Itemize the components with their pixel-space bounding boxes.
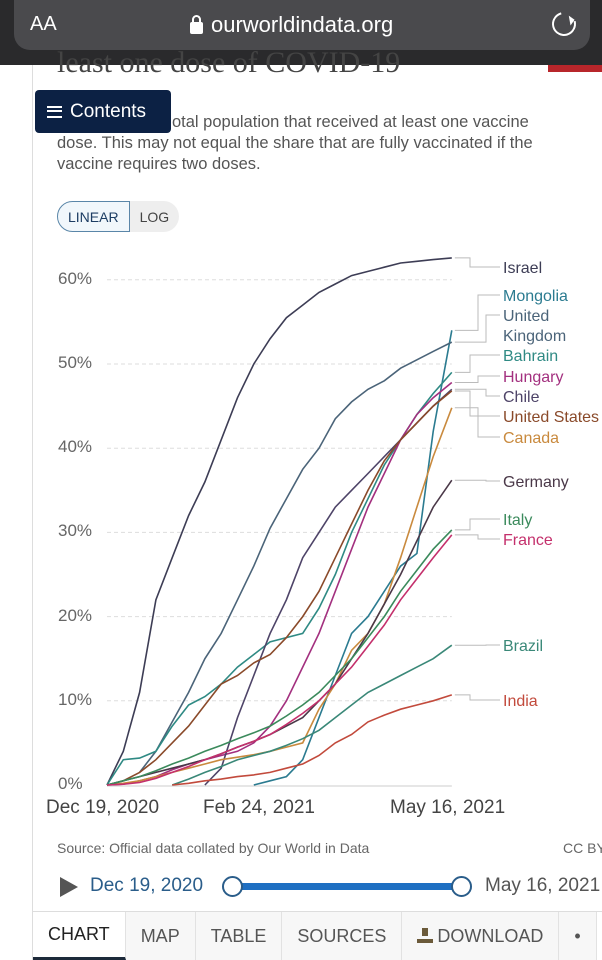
series-label[interactable]: Bahrain (503, 348, 558, 365)
scale-toggle: LINEAR LOG (57, 201, 180, 232)
series-line-bahrain[interactable] (106, 371, 453, 786)
description-line: otal population that received at least o… (172, 113, 529, 131)
x-tick-label: May 16, 2021 (390, 797, 506, 818)
timeline-end-handle[interactable] (451, 876, 472, 897)
series-label[interactable]: Mongolia (503, 288, 568, 305)
series-label[interactable]: Canada (503, 430, 559, 447)
label-connector (454, 694, 500, 701)
y-tick-label: 20% (58, 605, 93, 625)
tab-map[interactable]: MAP (125, 912, 196, 960)
label-connector (454, 479, 500, 482)
series-line-india[interactable] (172, 694, 453, 786)
chart-description: otal population that received at least o… (57, 112, 587, 175)
x-tick-label: Feb 24, 2021 (203, 797, 315, 818)
series-label[interactable]: Italy (503, 512, 532, 529)
y-tick-label: 60% (58, 268, 93, 288)
lock-icon (190, 15, 203, 34)
series-label[interactable]: United States (503, 409, 599, 426)
series-label[interactable]: Germany (503, 474, 569, 491)
series-line-united-kingdom[interactable] (138, 341, 453, 773)
tab-table[interactable]: TABLE (195, 912, 283, 960)
timeline-start-handle[interactable] (222, 876, 243, 897)
label-connector (454, 388, 500, 397)
url-display[interactable]: ourworldindata.org (190, 12, 393, 38)
series-line-hungary[interactable] (106, 381, 453, 786)
label-connector (454, 390, 500, 417)
source-note: Source: Official data collated by Our Wo… (57, 840, 370, 856)
line-chart: Israel Mongolia United Kingdom Bahrain Hungar… (106, 257, 599, 787)
series-line-brazil[interactable] (171, 644, 453, 786)
accent-bar (548, 65, 602, 72)
label-connector (454, 407, 500, 438)
description-line: dose. This may not equal the share that … (57, 134, 533, 173)
timeline-end-date: May 16, 2021 (485, 875, 601, 896)
series-label[interactable]: United Kingdom (503, 308, 566, 345)
tab-more[interactable]: • (559, 912, 597, 960)
url-text: ourworldindata.org (211, 12, 394, 37)
hamburger-icon (47, 105, 62, 118)
play-icon[interactable] (60, 877, 78, 897)
timeline-start-date: Dec 19, 2020 (90, 875, 204, 896)
y-tick-label: 0% (58, 774, 83, 793)
tab-chart[interactable]: CHART (33, 912, 126, 960)
tab-download[interactable]: DOWNLOAD (402, 912, 560, 960)
series-line-germany[interactable] (106, 479, 453, 786)
label-connector (454, 354, 500, 373)
label-connector (454, 314, 500, 343)
label-connector (454, 294, 500, 331)
contents-button[interactable]: Contents (35, 90, 171, 133)
contents-label: Contents (70, 100, 147, 122)
series-label[interactable]: Chile (503, 389, 540, 406)
label-connector (454, 534, 500, 540)
series-line-israel[interactable] (106, 257, 452, 786)
series-line-mongolia[interactable] (253, 330, 453, 786)
chart-tabs: CHART MAP TABLE SOURCES DOWNLOAD • (33, 911, 602, 960)
text-size-button[interactable]: AA (30, 13, 57, 35)
download-icon (417, 928, 434, 944)
license-link[interactable]: CC BY (563, 840, 602, 856)
linear-scale-button[interactable]: LINEAR (57, 201, 130, 232)
series-line-france[interactable] (106, 534, 453, 786)
y-tick-label: 10% (58, 689, 93, 709)
series-line-italy[interactable] (106, 529, 453, 786)
series-label[interactable]: Hungary (503, 369, 563, 386)
tab-sources[interactable]: SOURCES (282, 912, 403, 960)
label-connector (454, 257, 500, 268)
y-tick-label: 30% (58, 521, 93, 541)
timeline-slider-track[interactable] (232, 883, 461, 890)
label-connector (454, 375, 500, 384)
series-label[interactable]: Israel (503, 260, 542, 277)
browser-top-bar: AA ourworldindata.org (0, 0, 602, 65)
tab-download-label: DOWNLOAD (437, 925, 544, 946)
x-tick-label: Dec 19, 2020 (46, 797, 160, 818)
page-title: least one dose of COVID-19 (57, 48, 401, 78)
series-label[interactable]: India (503, 693, 538, 710)
series-label[interactable]: France (503, 532, 553, 549)
y-tick-label: 40% (58, 437, 93, 457)
page-border (32, 65, 33, 960)
address-bar[interactable] (14, 0, 590, 50)
series-label[interactable]: Brazil (503, 638, 543, 655)
series-line-united-states[interactable] (106, 390, 453, 786)
log-scale-button[interactable]: LOG (129, 201, 180, 232)
y-tick-label: 50% (58, 353, 93, 372)
label-connector (454, 518, 500, 531)
